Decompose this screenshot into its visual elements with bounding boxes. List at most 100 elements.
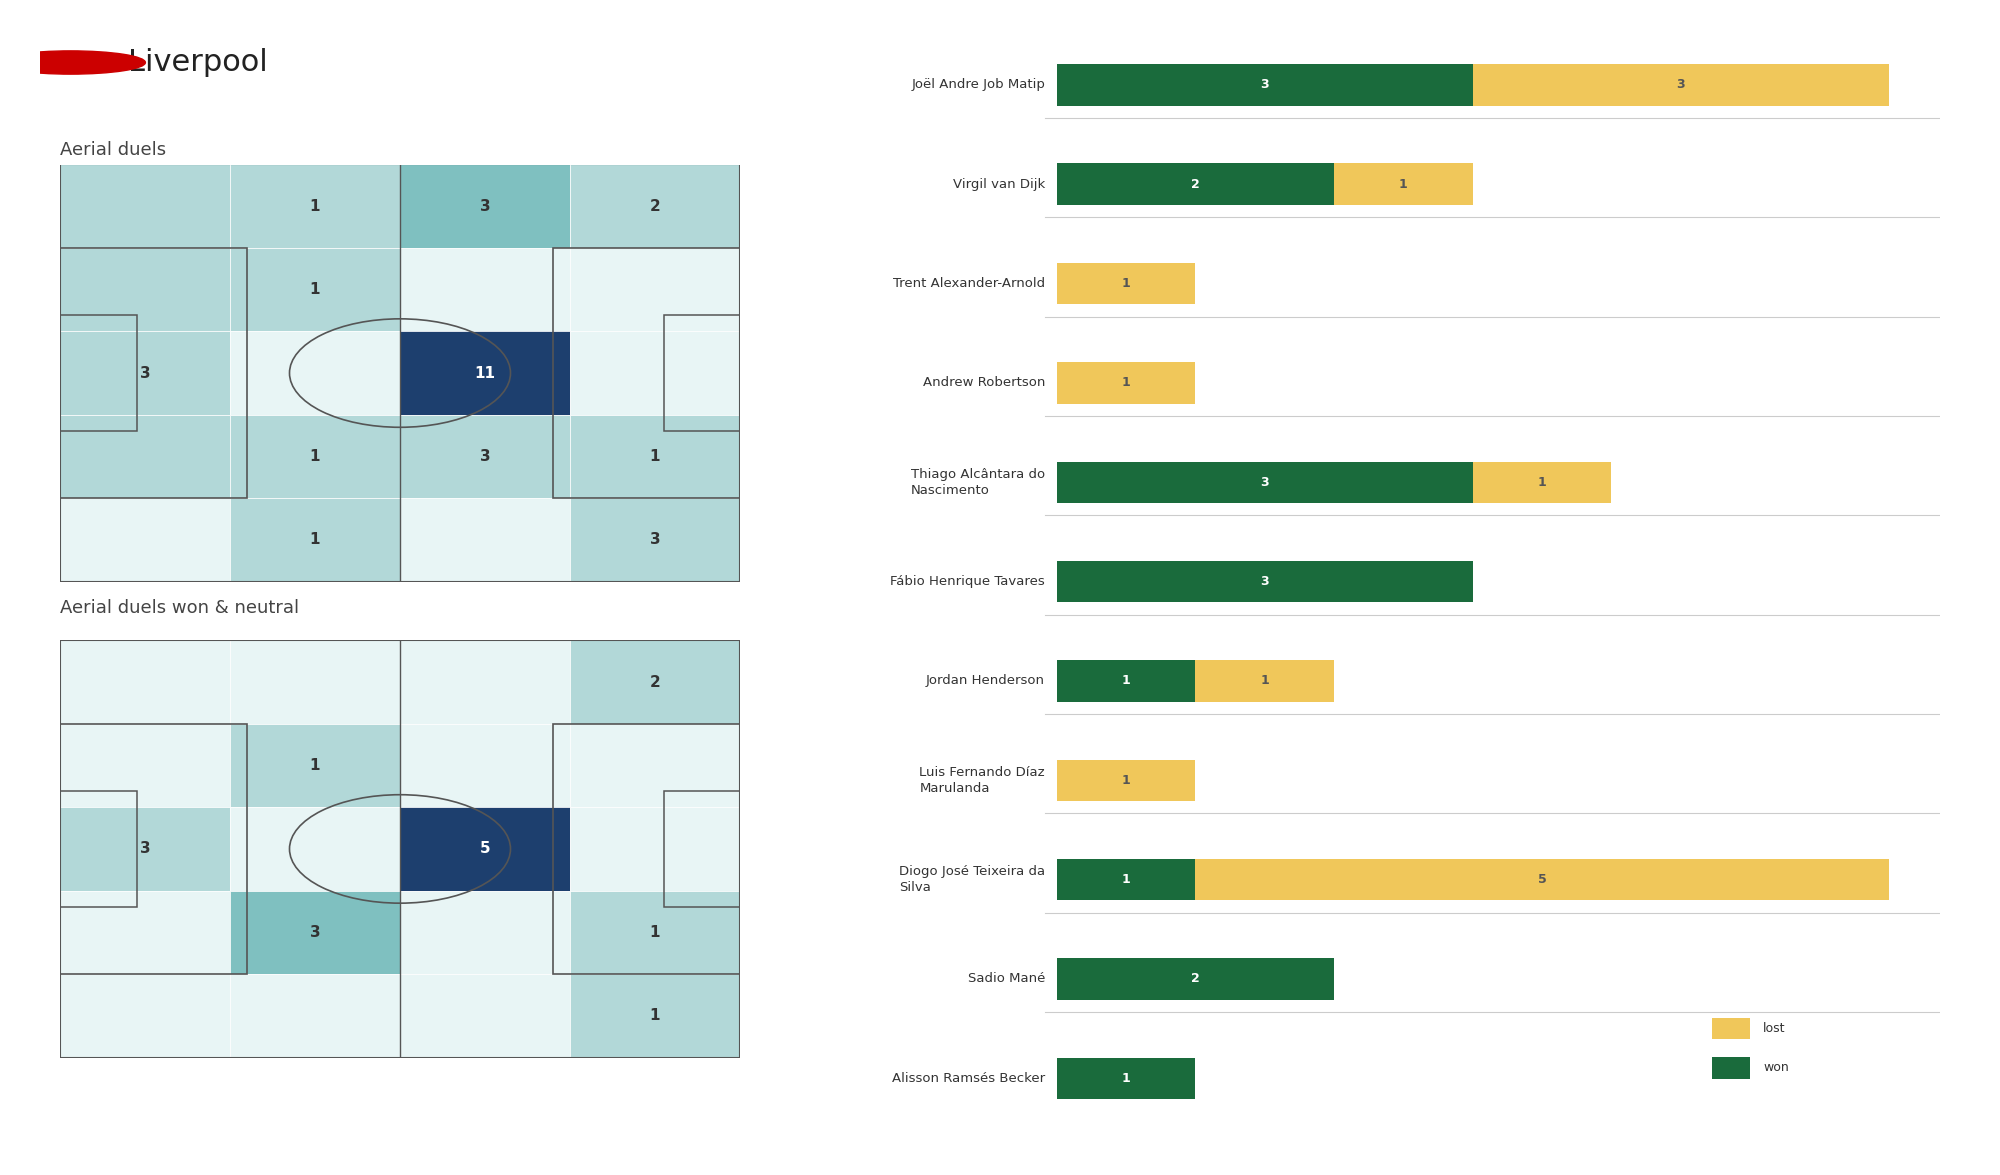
Text: 1: 1	[1122, 277, 1130, 290]
Bar	[1056, 462, 1472, 503]
Text: Liverpool: Liverpool	[128, 48, 268, 78]
Text: 3: 3	[140, 365, 150, 381]
Bar	[400, 724, 570, 807]
Bar	[60, 974, 230, 1058]
Text: Joël Andre Job Matip: Joël Andre Job Matip	[912, 79, 1046, 92]
Text: Diogo José Teixeira da
Silva: Diogo José Teixeira da Silva	[898, 865, 1046, 894]
Bar	[230, 724, 400, 807]
Bar	[60, 640, 230, 724]
Text: Alisson Ramsés Becker: Alisson Ramsés Becker	[892, 1072, 1046, 1085]
Bar	[60, 891, 230, 974]
Text: 3: 3	[1676, 79, 1684, 92]
Bar	[1056, 959, 1334, 1000]
Bar	[400, 807, 570, 891]
Bar	[1712, 1018, 1750, 1040]
Bar	[400, 415, 570, 498]
Text: 1: 1	[310, 282, 320, 297]
Text: Aerial duels: Aerial duels	[60, 141, 166, 159]
Text: 3: 3	[1260, 476, 1268, 489]
Bar	[1056, 263, 1196, 304]
Bar	[1056, 759, 1196, 801]
Bar	[400, 498, 570, 582]
Text: 3: 3	[140, 841, 150, 857]
Text: Andrew Robertson: Andrew Robertson	[922, 376, 1046, 389]
Text: 1: 1	[310, 758, 320, 773]
Bar	[400, 331, 570, 415]
Text: 1: 1	[1260, 674, 1268, 687]
Bar	[1056, 163, 1334, 204]
Text: 1: 1	[310, 199, 320, 214]
Bar	[60, 415, 230, 498]
Bar	[570, 248, 740, 331]
Bar	[60, 248, 248, 498]
Bar	[570, 891, 740, 974]
Text: 5: 5	[480, 841, 490, 857]
Bar	[230, 640, 400, 724]
Bar	[552, 724, 740, 974]
Bar	[230, 165, 400, 248]
Bar	[230, 891, 400, 974]
Bar	[230, 974, 400, 1058]
Text: Aerial duels won & neutral: Aerial duels won & neutral	[60, 599, 300, 617]
Bar	[1056, 560, 1472, 603]
Bar	[1056, 1058, 1196, 1099]
Bar	[60, 248, 230, 331]
Text: Thiago Alcântara do
Nascimento: Thiago Alcântara do Nascimento	[910, 468, 1046, 497]
Bar	[1334, 163, 1472, 204]
Text: Jordan Henderson: Jordan Henderson	[926, 674, 1046, 687]
Bar	[60, 498, 230, 582]
Text: Sadio Mané: Sadio Mané	[968, 973, 1046, 986]
Bar	[60, 165, 230, 248]
Text: 1: 1	[1538, 476, 1546, 489]
Bar	[230, 248, 400, 331]
Bar	[552, 248, 740, 498]
Text: 5: 5	[1538, 873, 1546, 886]
Bar	[570, 807, 740, 891]
Text: 11: 11	[474, 365, 496, 381]
Bar	[664, 791, 740, 907]
Text: 1: 1	[650, 925, 660, 940]
Bar	[60, 724, 248, 974]
Bar	[400, 248, 570, 331]
Text: won: won	[1764, 1061, 1790, 1074]
Text: Trent Alexander-Arnold: Trent Alexander-Arnold	[892, 277, 1046, 290]
Text: 2: 2	[650, 199, 660, 214]
Bar	[570, 640, 740, 724]
Text: Fábio Henrique Tavares: Fábio Henrique Tavares	[890, 575, 1046, 589]
Bar	[570, 415, 740, 498]
Bar	[1712, 1058, 1750, 1079]
Bar	[400, 974, 570, 1058]
Bar	[1056, 65, 1472, 106]
Circle shape	[0, 51, 146, 74]
Bar	[1196, 859, 1888, 900]
Bar	[230, 807, 400, 891]
Text: 1: 1	[1122, 774, 1130, 787]
Bar	[664, 315, 740, 431]
Text: 1: 1	[310, 449, 320, 464]
Bar	[570, 331, 740, 415]
Text: 1: 1	[310, 532, 320, 548]
Bar	[570, 498, 740, 582]
Bar	[60, 331, 230, 415]
Bar	[60, 315, 136, 431]
Bar	[1196, 660, 1334, 701]
Bar	[60, 724, 230, 807]
Bar	[230, 331, 400, 415]
Text: 2: 2	[650, 674, 660, 690]
Bar	[1056, 859, 1196, 900]
Bar	[60, 791, 136, 907]
Text: 3: 3	[1260, 79, 1268, 92]
Bar	[1472, 462, 1612, 503]
Text: 3: 3	[480, 199, 490, 214]
Text: Virgil van Dijk: Virgil van Dijk	[952, 177, 1046, 190]
Text: 1: 1	[1398, 177, 1408, 190]
Bar	[400, 165, 570, 248]
Text: 2: 2	[1190, 177, 1200, 190]
Text: 3: 3	[480, 449, 490, 464]
Bar	[400, 640, 570, 724]
Text: 3: 3	[310, 925, 320, 940]
Bar	[570, 974, 740, 1058]
Bar	[230, 415, 400, 498]
Text: 1: 1	[1122, 873, 1130, 886]
Text: 3: 3	[650, 532, 660, 548]
